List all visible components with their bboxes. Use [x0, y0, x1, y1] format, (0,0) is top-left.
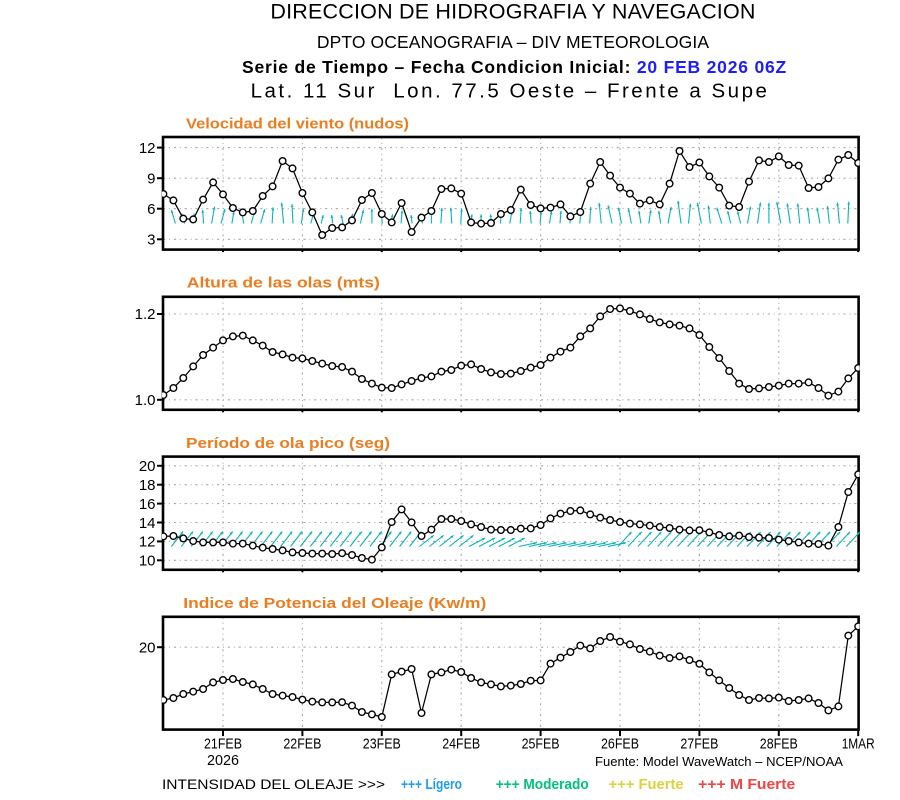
svg-text:Serie de Tiempo – Fecha Condic: Serie de Tiempo – Fecha Condicion Inicia…: [242, 57, 787, 77]
svg-text:+++ Moderado: +++ Moderado: [496, 777, 589, 793]
svg-text:14: 14: [139, 515, 156, 532]
svg-text:20: 20: [139, 640, 156, 657]
svg-text:+++ Fuerte: +++ Fuerte: [609, 777, 684, 793]
svg-text:INTENSIDAD DEL OLEAJE >>>: INTENSIDAD DEL OLEAJE >>>: [162, 776, 385, 792]
svg-text:Período de ola pico (seg): Período de ola pico (seg): [186, 435, 390, 452]
svg-text:DPTO OCEANOGRAFIA – DIV METEOR: DPTO OCEANOGRAFIA – DIV METEOROLOGIA: [317, 32, 709, 52]
svg-text:12: 12: [139, 534, 156, 551]
svg-text:16: 16: [139, 496, 156, 513]
svg-text:12: 12: [139, 140, 156, 157]
svg-text:+++ M Fuerte: +++ M Fuerte: [698, 777, 795, 793]
svg-text:Altura de las olas (mts): Altura de las olas (mts): [187, 275, 380, 292]
svg-text:Indice de Potencia del Oleaje: Indice de Potencia del Oleaje (Kw/m): [183, 595, 486, 612]
svg-text:21FEB: 21FEB: [204, 737, 242, 753]
svg-text:22FEB: 22FEB: [283, 737, 321, 753]
svg-text:28FEB: 28FEB: [760, 737, 798, 753]
svg-text:18: 18: [139, 477, 156, 494]
svg-text:Lat. 11 Sur Lon. 77.5 Oeste –: Lat. 11 Sur Lon. 77.5 Oeste – Frente a S…: [251, 80, 770, 103]
svg-text:10: 10: [139, 553, 156, 570]
svg-text:26FEB: 26FEB: [601, 737, 639, 753]
svg-text:DIRECCION DE HIDROGRAFIA Y NAV: DIRECCION DE HIDROGRAFIA Y NAVEGACION: [270, 0, 755, 24]
svg-text:25FEB: 25FEB: [522, 737, 560, 753]
svg-text:24FEB: 24FEB: [442, 737, 480, 753]
svg-text:1MAR: 1MAR: [842, 737, 875, 753]
svg-text:23FEB: 23FEB: [363, 737, 401, 753]
svg-text:1.2: 1.2: [135, 306, 156, 323]
svg-text:20: 20: [139, 458, 156, 475]
svg-text:Fuente: Model WaveWatch – NCEP: Fuente: Model WaveWatch – NCEP/NOAA: [595, 755, 844, 769]
svg-text:Velocidad del viento (nudos): Velocidad del viento (nudos): [186, 116, 409, 133]
svg-text:9: 9: [147, 170, 155, 187]
svg-text:1.0: 1.0: [135, 392, 156, 409]
svg-text:27FEB: 27FEB: [680, 737, 718, 753]
svg-text:3: 3: [147, 232, 155, 249]
svg-text:6: 6: [147, 201, 155, 218]
svg-text:2026: 2026: [207, 753, 239, 769]
svg-text:+++ Lígero: +++ Lígero: [401, 777, 462, 793]
